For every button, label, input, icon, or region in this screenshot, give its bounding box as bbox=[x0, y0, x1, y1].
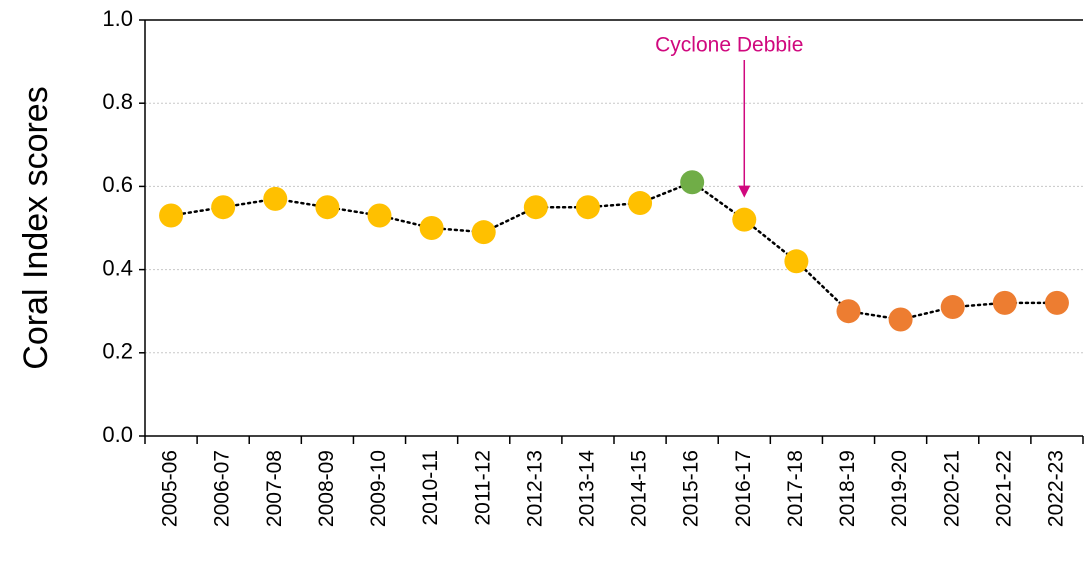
data-point bbox=[1044, 290, 1069, 315]
data-point bbox=[732, 207, 757, 232]
x-tick-label: 2021-22 bbox=[992, 450, 1015, 527]
annotation: Cyclone Debbie bbox=[655, 34, 803, 57]
data-point bbox=[471, 220, 496, 245]
series-line bbox=[169, 180, 1059, 321]
data-point bbox=[940, 295, 965, 320]
data-point bbox=[263, 186, 288, 211]
y-tick-label: 0.6 bbox=[102, 172, 133, 197]
y-tick-label: 0.2 bbox=[102, 339, 133, 364]
x-tick-label: 2010-11 bbox=[419, 450, 442, 526]
data-point bbox=[784, 249, 809, 274]
y-axis-label: Coral Index scores bbox=[17, 86, 55, 369]
x-tick-label: 2014-15 bbox=[628, 450, 651, 527]
annotation-arrowhead bbox=[738, 185, 751, 198]
y-tick-label: 1.0 bbox=[102, 6, 133, 31]
x-tick-label: 2013-14 bbox=[575, 450, 598, 527]
data-point bbox=[628, 191, 653, 216]
data-point bbox=[419, 216, 444, 240]
x-tick-label: 2020-21 bbox=[940, 450, 963, 527]
data-point bbox=[315, 195, 340, 220]
data-point bbox=[992, 290, 1017, 315]
x-tick-label: 2016-17 bbox=[732, 450, 755, 527]
data-point bbox=[575, 195, 600, 220]
data-point bbox=[211, 195, 236, 220]
x-tick-label: 2006-07 bbox=[211, 450, 234, 527]
y-tick-label: 0.0 bbox=[102, 422, 133, 447]
x-tick-label: 2009-10 bbox=[367, 450, 390, 527]
x-tick-label: 2017-18 bbox=[784, 450, 807, 527]
data-point bbox=[888, 307, 913, 332]
data-point bbox=[836, 299, 861, 324]
data-point bbox=[367, 203, 392, 228]
x-tick-label: 2011-12 bbox=[471, 450, 494, 526]
y-tick-label: 0.8 bbox=[102, 89, 133, 114]
y-tick-label: 0.4 bbox=[102, 255, 133, 280]
data-point bbox=[523, 195, 548, 220]
x-tick-label: 2007-08 bbox=[263, 450, 286, 527]
x-tick-label: 2018-19 bbox=[836, 450, 859, 527]
x-tick-label: 2015-16 bbox=[680, 450, 703, 527]
x-tick-label: 2008-09 bbox=[315, 450, 338, 527]
data-point bbox=[159, 203, 184, 228]
x-tick-label: 2012-13 bbox=[523, 450, 546, 527]
data-point bbox=[680, 170, 705, 195]
x-tick-label: 2019-20 bbox=[888, 450, 911, 527]
x-tick-label: 2005-06 bbox=[159, 450, 182, 527]
x-tick-label: 2022-23 bbox=[1044, 450, 1067, 527]
